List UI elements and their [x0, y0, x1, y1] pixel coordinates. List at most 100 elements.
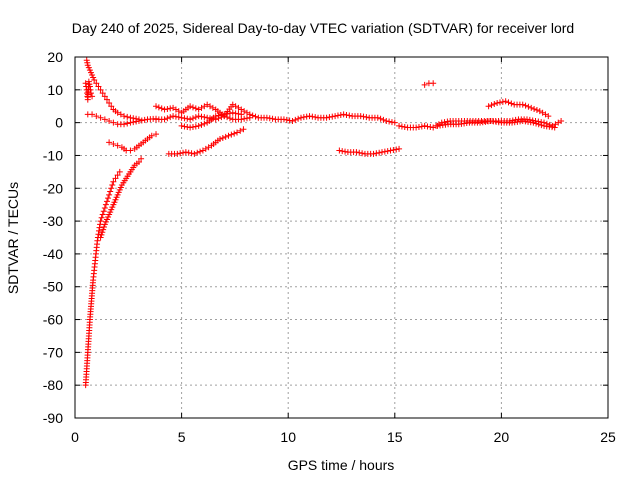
data-point: [180, 149, 187, 156]
data-point: [177, 150, 184, 157]
x-axis-title: GPS time / hours: [288, 457, 395, 473]
data-point: [280, 116, 287, 123]
data-point: [86, 83, 93, 90]
data-point: [96, 224, 103, 231]
data-point: [398, 123, 405, 130]
data-point: [97, 218, 104, 225]
data-point: [356, 149, 363, 156]
data-point: [98, 231, 105, 238]
data-point: [91, 76, 98, 83]
data-point: [187, 103, 194, 110]
data-point: [108, 103, 115, 110]
data-point: [133, 118, 140, 125]
data-point: [386, 118, 393, 125]
data-point: [82, 80, 89, 87]
data-point: [106, 191, 113, 198]
data-point: [189, 115, 196, 122]
data-point: [155, 104, 162, 111]
data-point: [357, 113, 364, 120]
data-point: [209, 115, 216, 122]
data-point: [332, 113, 339, 120]
x-tick-label: 25: [600, 429, 616, 445]
data-point: [388, 119, 395, 126]
data-point: [99, 90, 106, 97]
data-series: [153, 113, 253, 123]
chart-title: Day 240 of 2025, Sidereal Day-to-day VTE…: [72, 20, 574, 36]
data-point: [297, 114, 304, 121]
y-tick-label: -90: [43, 410, 63, 426]
data-point: [485, 103, 492, 110]
data-point: [340, 111, 347, 118]
data-point: [246, 114, 253, 121]
data-point: [110, 178, 117, 185]
data-point: [110, 119, 117, 126]
data-point: [370, 150, 377, 157]
data-point: [393, 146, 400, 153]
data-point: [360, 113, 367, 120]
data-point: [415, 124, 422, 131]
x-tick-label: 15: [387, 429, 403, 445]
data-point: [182, 149, 189, 156]
data-point: [105, 195, 112, 202]
data-point: [342, 148, 349, 155]
data-point: [95, 227, 102, 234]
data-point: [384, 148, 391, 155]
data-point: [235, 110, 242, 117]
y-tick-label: 10: [47, 82, 63, 98]
data-point: [161, 116, 168, 123]
data-point: [421, 122, 428, 129]
data-point: [192, 114, 199, 121]
y-tick-label: -30: [43, 213, 63, 229]
data-point: [195, 113, 202, 120]
data-point: [430, 80, 437, 87]
y-tick-label: -10: [43, 147, 63, 163]
data-point: [531, 105, 538, 112]
data-point: [380, 116, 387, 123]
data-point: [87, 86, 94, 93]
data-point: [224, 110, 231, 117]
data-point: [194, 149, 201, 156]
data-point: [218, 111, 225, 118]
data-point: [181, 115, 188, 122]
data-point: [323, 114, 330, 121]
data-point: [339, 148, 346, 155]
data-point: [444, 118, 451, 125]
data-point: [558, 117, 565, 124]
x-tick-label: 10: [280, 429, 296, 445]
data-point: [93, 113, 100, 120]
data-point: [101, 93, 108, 100]
data-series: [165, 126, 247, 157]
data-point: [229, 109, 236, 116]
data-series: [97, 155, 145, 241]
data-point: [522, 102, 529, 109]
data-point: [401, 124, 408, 131]
data-point: [336, 147, 343, 154]
data-point: [502, 98, 509, 105]
data-point: [353, 149, 360, 156]
data-point: [135, 159, 142, 166]
data-point: [185, 149, 192, 156]
data-point: [127, 119, 134, 126]
data-point: [101, 204, 108, 211]
data-point: [387, 147, 394, 154]
data-point: [127, 147, 134, 154]
data-point: [533, 120, 540, 127]
data-point: [309, 113, 316, 120]
data-point: [374, 114, 381, 121]
data-point: [174, 150, 181, 157]
data-point: [219, 134, 226, 141]
data-point: [212, 113, 219, 120]
data-point: [100, 226, 107, 233]
y-tick-label: -20: [43, 180, 63, 196]
data-point: [424, 123, 431, 130]
data-point: [98, 214, 105, 221]
y-tick-label: 20: [47, 49, 63, 65]
data-series: [82, 168, 123, 389]
data-point: [198, 121, 205, 128]
data-point: [226, 110, 233, 117]
data-point: [114, 142, 121, 149]
data-series: [84, 111, 160, 128]
data-point: [535, 121, 542, 128]
y-tick-label: -70: [43, 344, 63, 360]
data-point: [505, 99, 512, 106]
